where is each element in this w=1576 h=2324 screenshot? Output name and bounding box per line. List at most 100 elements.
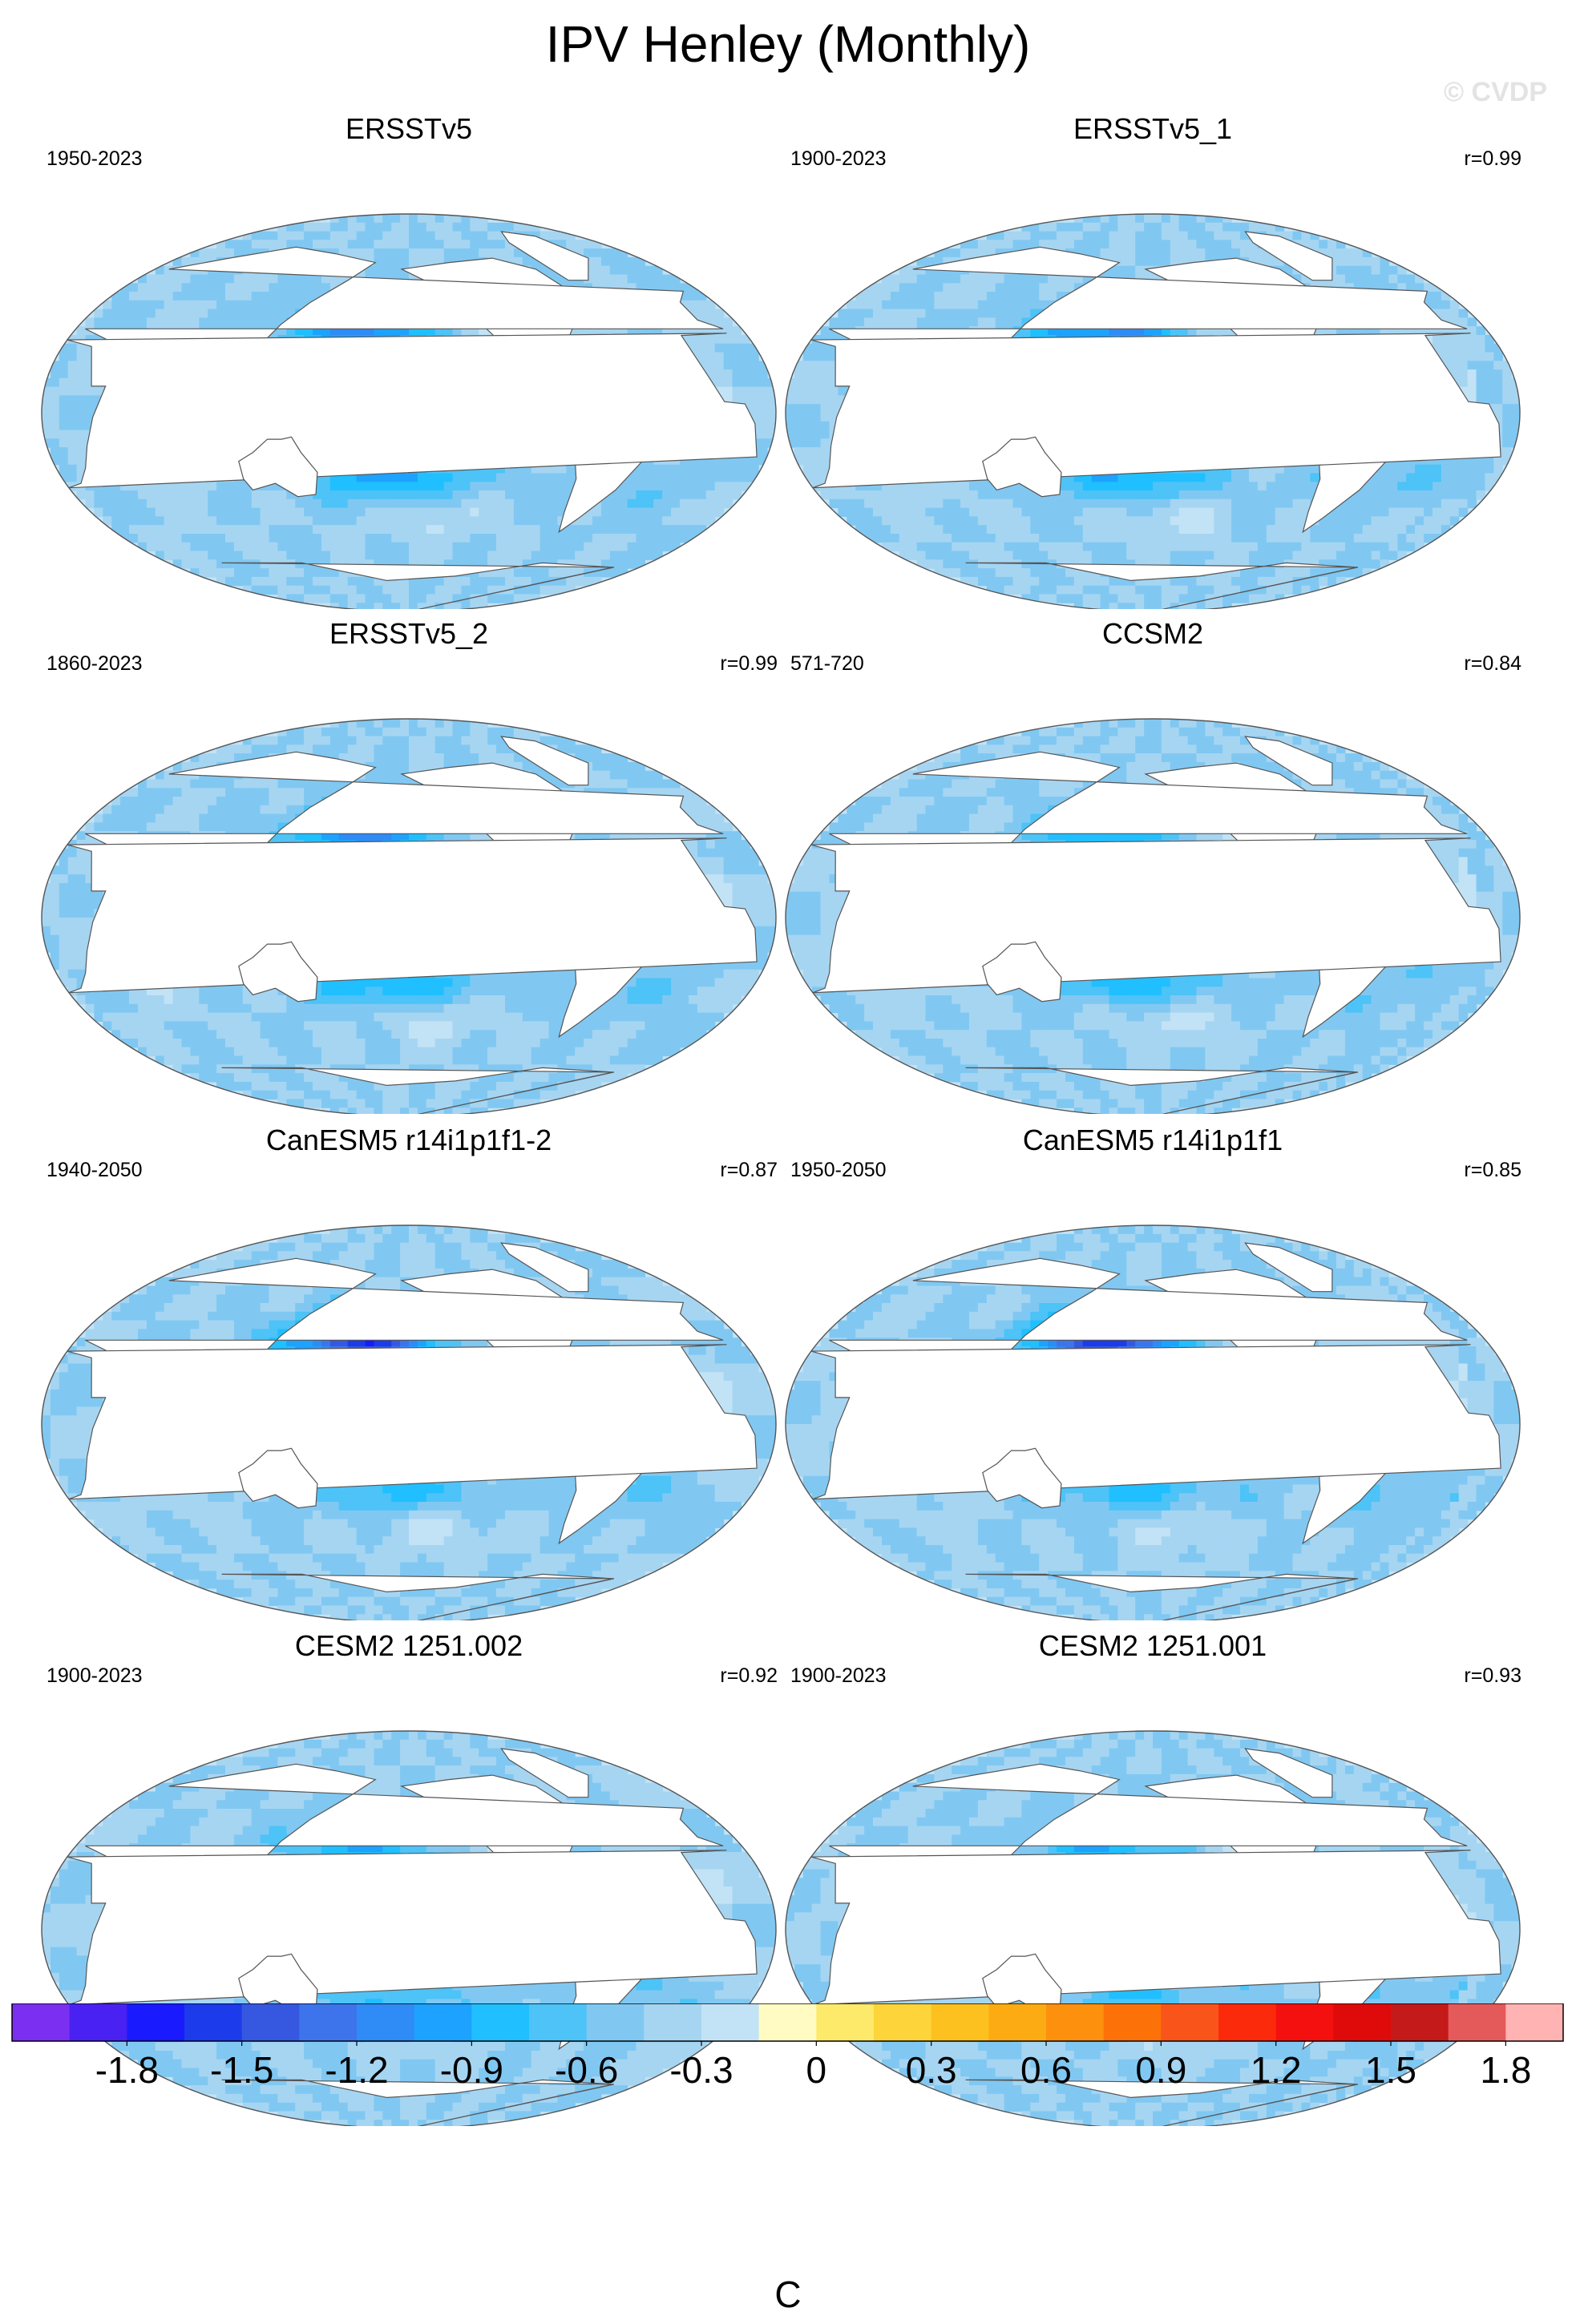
field-cell: [1178, 222, 1189, 232]
field-cell: [365, 603, 374, 609]
field-cell: [487, 507, 497, 517]
field-cell: [838, 317, 847, 327]
field-cell: [697, 507, 707, 517]
field-cell: [575, 326, 584, 336]
field-cell: [714, 361, 725, 370]
field-cell: [557, 490, 567, 500]
field-cell: [111, 498, 121, 509]
field-cell: [374, 576, 383, 587]
field-cell: [313, 274, 322, 284]
field-cell: [304, 551, 313, 560]
field-cell: [786, 413, 795, 422]
field-cell: [1153, 214, 1162, 224]
field-cell: [356, 214, 366, 224]
field-cell: [584, 507, 593, 517]
field-cell: [313, 542, 322, 552]
field-cell: [1502, 430, 1512, 439]
field-cell: [986, 274, 996, 284]
field-cell: [750, 395, 759, 405]
field-cell: [347, 326, 358, 336]
field-cell: [417, 240, 427, 249]
field-cell: [618, 525, 628, 535]
field-cell: [356, 542, 366, 552]
field-cell: [855, 300, 865, 310]
field-cell: [1406, 283, 1416, 293]
field-cell: [417, 507, 427, 517]
field-cell: [557, 551, 567, 560]
field-cell: [1415, 326, 1424, 336]
field-cell: [943, 274, 952, 284]
field-cell: [907, 274, 918, 284]
field-cell: [295, 498, 305, 509]
field-cell: [329, 534, 340, 543]
field-cell: [557, 498, 567, 509]
field-cell: [85, 395, 95, 405]
field-cell: [705, 361, 716, 370]
field-cell: [960, 274, 970, 284]
field-cell: [391, 534, 401, 543]
field-cell: [260, 551, 270, 560]
field-cell: [1170, 248, 1180, 258]
field-cell: [277, 222, 287, 232]
field-cell: [208, 274, 217, 284]
field-cell: [689, 283, 698, 293]
field-cell: [758, 421, 768, 431]
field-cell: [1380, 283, 1389, 293]
field-cell: [382, 603, 392, 609]
field-cell: [697, 498, 707, 509]
field-cell: [609, 274, 620, 284]
field-cell: [522, 482, 532, 491]
field-cell: [120, 516, 130, 526]
field-cell: [251, 490, 261, 500]
field-cell: [391, 498, 401, 509]
field-cell: [120, 490, 130, 500]
field-cell: [1012, 300, 1022, 310]
field-cell: [400, 551, 410, 560]
field-cell: [190, 525, 200, 535]
field-cell: [697, 525, 707, 535]
field-cell: [750, 369, 759, 379]
field-cell: [1433, 309, 1442, 318]
field-cell: [1091, 231, 1101, 240]
field-cell: [609, 248, 620, 258]
field-cell: [172, 256, 183, 267]
field-cell: [321, 585, 331, 595]
field-cell: [1048, 240, 1057, 249]
field-cell: [76, 352, 87, 361]
field-cell: [50, 455, 60, 466]
field-cell: [609, 551, 620, 560]
field-cell: [531, 542, 541, 552]
field-cell: [513, 576, 523, 587]
field-cell: [1353, 326, 1364, 336]
field-cell: [1082, 274, 1093, 284]
field-cell: [400, 256, 410, 267]
field-cell: [505, 507, 515, 517]
field-cell: [338, 585, 349, 595]
field-cell: [443, 585, 454, 595]
field-cell: [1257, 256, 1267, 267]
field-cell: [190, 516, 200, 526]
field-cell: [470, 542, 479, 552]
field-cell: [653, 498, 663, 509]
field-cell: [329, 326, 340, 336]
field-cell: [199, 542, 208, 552]
field-cell: [443, 214, 454, 224]
field-cell: [479, 559, 488, 569]
field-cell: [1485, 386, 1494, 397]
field-cell: [705, 455, 716, 466]
field-cell: [313, 534, 322, 543]
field-cell: [689, 482, 698, 491]
field-cell: [592, 576, 602, 587]
field-cell: [103, 490, 112, 500]
field-cell: [1266, 222, 1276, 232]
field-cell: [409, 274, 418, 284]
field-cell: [934, 283, 944, 293]
field-cell: [636, 464, 645, 474]
field-cell: [347, 576, 358, 587]
field-cell: [208, 498, 217, 509]
field-cell: [242, 585, 253, 595]
field-cell: [618, 274, 628, 284]
field-cell: [934, 317, 944, 327]
field-cell: [155, 283, 165, 293]
field-cell: [671, 542, 681, 552]
